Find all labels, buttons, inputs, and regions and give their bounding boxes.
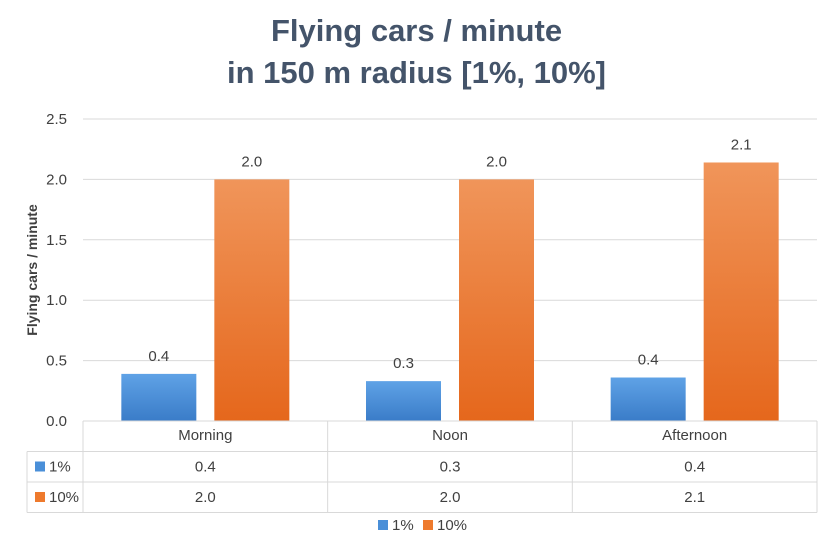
y-tick-label-2: 1.0 <box>46 292 67 309</box>
table-series-name-1: 10% <box>49 489 79 506</box>
table-cell-1-0: 2.0 <box>195 489 216 506</box>
chart-title-line-1: Flying cars / minute <box>270 13 563 48</box>
x-category-label-noon: Noon <box>432 427 468 444</box>
data-label-0-1: 0.3 <box>393 355 414 372</box>
y-tick-label-4: 2.0 <box>46 171 67 188</box>
y-tick-label-0: 0.0 <box>46 413 67 430</box>
legend-swatch-1 <box>423 520 433 530</box>
bar-10pct-noon <box>459 179 534 421</box>
legend-swatch-0 <box>378 520 388 530</box>
table-cell-0-0: 0.4 <box>195 459 216 476</box>
data-label-1-1: 2.0 <box>486 153 507 170</box>
table-series-name-0: 1% <box>49 459 71 476</box>
chart-title-line-2: in 150 m radius [1%, 10%] <box>226 55 607 90</box>
data-label-1-0: 2.0 <box>241 153 262 170</box>
y-tick-label-5: 2.5 <box>46 111 67 128</box>
data-label-1-2: 2.1 <box>731 136 752 153</box>
chart-title: Flying cars / minute in 150 m radius [1%… <box>0 10 833 94</box>
bar-10pct-afternoon <box>703 162 779 421</box>
data-label-0-2: 0.4 <box>638 352 659 369</box>
y-tick-label-1: 0.5 <box>46 353 67 370</box>
table-cell-0-2: 0.4 <box>684 459 705 476</box>
y-tick-label-3: 1.5 <box>46 232 67 249</box>
x-category-label-morning: Morning <box>178 427 232 444</box>
data-label-0-0: 0.4 <box>148 348 169 365</box>
table-series-swatch-0 <box>35 461 45 472</box>
table-cell-1-1: 2.0 <box>440 489 461 506</box>
x-category-label-afternoon: Afternoon <box>662 427 727 444</box>
y-axis-title: Flying cars / minute <box>24 204 40 336</box>
legend-label-1: 10% <box>437 517 467 534</box>
bar-1pct-morning <box>121 373 197 421</box>
bar-10pct-morning <box>214 179 290 421</box>
table-cell-1-2: 2.1 <box>684 489 705 506</box>
table-cell-0-1: 0.3 <box>440 459 461 476</box>
legend-label-0: 1% <box>392 517 414 534</box>
bar-1pct-noon <box>366 381 441 421</box>
table-series-swatch-1 <box>35 492 45 502</box>
bar-1pct-afternoon <box>610 377 686 421</box>
